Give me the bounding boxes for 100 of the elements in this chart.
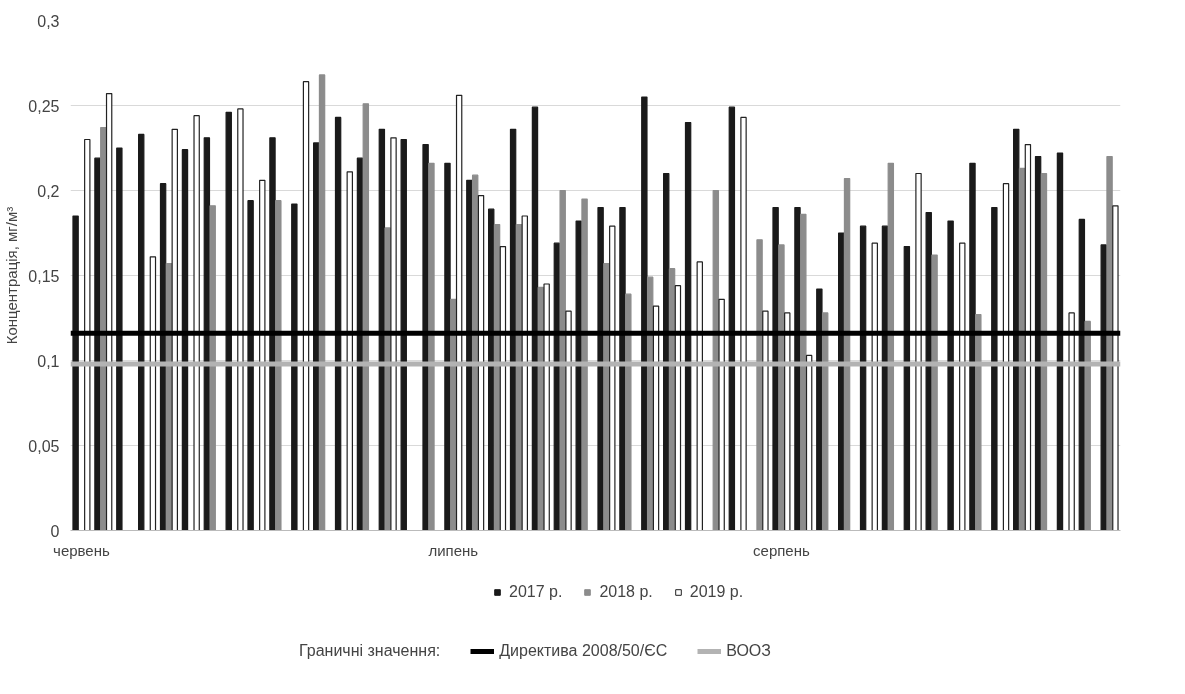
bar bbox=[1106, 155, 1113, 531]
bar bbox=[947, 220, 954, 531]
bar bbox=[171, 128, 178, 531]
y-tick-label: 0,05 bbox=[28, 437, 60, 455]
bar bbox=[740, 116, 747, 531]
legend-label: 2019 р. bbox=[689, 583, 744, 601]
bar bbox=[838, 232, 845, 531]
y-axis-title: Концентрація, мг/м³ bbox=[3, 206, 21, 345]
y-tick-label: 0,15 bbox=[28, 267, 60, 285]
bar bbox=[887, 162, 895, 531]
bar bbox=[800, 213, 807, 531]
bar bbox=[575, 220, 582, 531]
legend-label: ВООЗ bbox=[726, 642, 771, 660]
x-tick-label: липень bbox=[428, 541, 479, 559]
bar bbox=[1068, 312, 1075, 531]
bar bbox=[794, 206, 801, 531]
bar bbox=[915, 172, 922, 531]
bar bbox=[931, 254, 938, 531]
y-tick-label: 0 bbox=[50, 522, 60, 540]
bar bbox=[728, 106, 736, 531]
bar bbox=[225, 111, 232, 531]
bar bbox=[259, 179, 266, 531]
bar bbox=[72, 215, 79, 531]
bar bbox=[543, 283, 550, 531]
bar bbox=[455, 94, 463, 531]
bar bbox=[1040, 172, 1048, 531]
bar bbox=[105, 93, 113, 531]
bar bbox=[521, 215, 528, 531]
bar bbox=[756, 239, 763, 531]
bar bbox=[488, 208, 495, 531]
bar bbox=[718, 298, 725, 531]
legend-label: Директива 2008/50/ЄС bbox=[499, 642, 668, 660]
bar bbox=[302, 81, 310, 531]
bar bbox=[159, 183, 167, 531]
bar bbox=[84, 138, 91, 531]
bar bbox=[499, 246, 507, 531]
legend-label: 2017 р. bbox=[509, 583, 563, 601]
bar bbox=[362, 103, 370, 531]
bar bbox=[597, 206, 604, 531]
bar bbox=[116, 147, 123, 531]
bar bbox=[1002, 183, 1010, 531]
bar bbox=[975, 314, 982, 531]
bar bbox=[805, 354, 813, 531]
bar bbox=[334, 116, 342, 531]
bar bbox=[843, 178, 851, 531]
bar bbox=[466, 179, 473, 531]
bar bbox=[1056, 152, 1064, 531]
bar bbox=[471, 174, 479, 531]
bar bbox=[991, 206, 998, 531]
bar bbox=[778, 244, 785, 531]
bar bbox=[871, 242, 878, 531]
bar bbox=[772, 206, 779, 531]
bar bbox=[400, 138, 407, 531]
bar bbox=[509, 128, 517, 531]
bar bbox=[784, 312, 791, 531]
bar bbox=[641, 96, 648, 531]
bar bbox=[493, 223, 501, 531]
bar bbox=[969, 162, 976, 531]
bar bbox=[100, 127, 107, 531]
bar bbox=[1112, 205, 1119, 531]
bar bbox=[477, 195, 485, 531]
bar bbox=[390, 137, 397, 531]
bar bbox=[1034, 155, 1042, 531]
bar bbox=[903, 246, 911, 531]
legend-label: 2018 р. bbox=[599, 583, 653, 601]
bar bbox=[444, 162, 451, 531]
bar bbox=[247, 200, 254, 531]
y-tick-label: 0,3 bbox=[37, 12, 60, 30]
x-tick-label: червень bbox=[53, 541, 110, 559]
bar bbox=[269, 137, 276, 531]
bar bbox=[684, 121, 692, 531]
bar bbox=[318, 74, 326, 531]
y-tick-label: 0,25 bbox=[28, 97, 60, 115]
bar bbox=[663, 172, 670, 531]
bar bbox=[237, 108, 244, 531]
bar bbox=[209, 205, 216, 531]
bar bbox=[559, 189, 566, 531]
bar bbox=[1013, 128, 1020, 531]
bar bbox=[384, 227, 391, 531]
bar bbox=[762, 310, 769, 531]
bar bbox=[531, 106, 539, 531]
bar bbox=[138, 133, 145, 531]
bar bbox=[1084, 320, 1091, 531]
bar bbox=[696, 261, 703, 531]
bar bbox=[1024, 144, 1032, 531]
bar bbox=[925, 212, 932, 531]
bar bbox=[881, 225, 889, 531]
bar bbox=[94, 157, 101, 531]
bar bbox=[1018, 167, 1026, 531]
bar bbox=[428, 162, 435, 531]
bar bbox=[275, 200, 282, 531]
bar bbox=[291, 203, 298, 531]
x-tick-label: серпень bbox=[753, 541, 810, 559]
bar bbox=[313, 142, 320, 531]
y-tick-label: 0,1 bbox=[37, 352, 60, 370]
bar bbox=[193, 115, 200, 531]
bar bbox=[816, 288, 823, 531]
bar bbox=[619, 206, 626, 531]
bar bbox=[609, 225, 616, 531]
bar bbox=[625, 293, 632, 531]
